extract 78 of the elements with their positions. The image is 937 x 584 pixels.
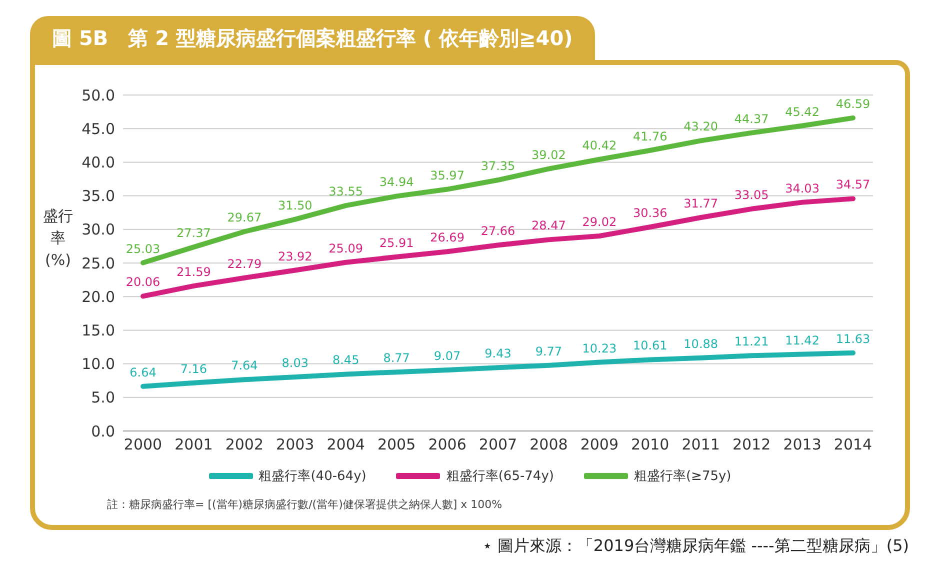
- data-label: 31.77: [684, 196, 718, 211]
- data-label: 27.66: [480, 224, 516, 238]
- y-tick-label: 5.0: [91, 388, 115, 407]
- data-label: 37.35: [480, 159, 516, 174]
- data-label: 23.92: [278, 249, 312, 264]
- data-label: 20.06: [126, 275, 160, 290]
- data-label: 27.37: [176, 226, 211, 240]
- x-tick-label: 2004: [326, 436, 365, 454]
- data-label: 10.61: [632, 338, 668, 353]
- data-label: 29.02: [582, 214, 617, 229]
- data-label: 8.03: [282, 356, 308, 370]
- x-tick-label: 2001: [174, 436, 213, 454]
- y-tick-label: 30.0: [82, 220, 115, 239]
- data-label: 40.42: [582, 138, 617, 152]
- data-label: 25.03: [126, 242, 160, 256]
- data-label: 39.02: [532, 148, 566, 162]
- y-tick-label: 15.0: [82, 322, 115, 340]
- data-label: 46.59: [836, 96, 870, 111]
- text: ⋆ 圖片來源：「2019台灣糖尿病年鑑 ----第二型糖尿病」(5): [482, 536, 909, 557]
- x-tick-label: 2013: [783, 436, 822, 454]
- data-label: 6.64: [130, 365, 156, 380]
- data-label: 25.91: [379, 236, 414, 250]
- data-label: 9.07: [434, 349, 461, 364]
- y-tick-label: 25.0: [82, 254, 115, 272]
- y-tick-label: 45.0: [82, 120, 115, 138]
- data-label: 26.69: [430, 230, 464, 245]
- data-label: 8.45: [332, 353, 360, 368]
- data-label: 34.94: [379, 175, 414, 190]
- data-label: 34.57: [836, 178, 870, 192]
- data-label: 10.88: [684, 336, 718, 351]
- y-tick-label: 20.0: [82, 288, 115, 306]
- x-tick-label: 2006: [428, 436, 466, 454]
- x-tick-label: 2002: [225, 436, 264, 454]
- text: 註：糖尿病盛行率= [(當年)糖尿病盛行數/(當年)健保署提供之納保人數] x 100%: [107, 497, 502, 512]
- data-label: 22.79: [227, 256, 262, 271]
- data-label: 44.37: [734, 112, 769, 126]
- data-label: 45.42: [785, 104, 820, 119]
- legend-label: 粗盛行率(≥75y): [634, 468, 732, 485]
- data-label: 35.97: [430, 168, 464, 182]
- data-label: 7.16: [180, 362, 208, 376]
- data-label: 41.76: [632, 129, 668, 144]
- x-tick-label: 2007: [478, 436, 518, 454]
- legend-label: 粗盛行率(65-74y): [446, 468, 554, 485]
- x-tick-label: 2011: [682, 436, 720, 454]
- y-axis-title: 盛行率(%): [43, 206, 73, 271]
- data-label: 29.67: [227, 210, 262, 225]
- y-tick-label: 0.0: [91, 422, 115, 440]
- x-tick-label: 2008: [530, 436, 568, 454]
- data-label: 11.21: [734, 334, 769, 349]
- x-tick-label: 2009: [580, 436, 619, 454]
- x-tick-label: 2000: [124, 436, 162, 454]
- data-label: 11.63: [836, 332, 870, 346]
- data-label: 33.05: [734, 188, 769, 202]
- y-tick-label: 10.0: [82, 355, 115, 374]
- data-label: 10.23: [582, 341, 617, 356]
- data-label: 28.47: [532, 218, 566, 233]
- x-tick-label: 2003: [276, 436, 314, 454]
- data-label: 30.36: [632, 206, 668, 220]
- data-label: 43.20: [684, 120, 718, 134]
- x-tick-label: 2010: [631, 436, 670, 454]
- y-tick-label: 35.0: [82, 187, 115, 206]
- data-label: 25.09: [328, 241, 364, 256]
- data-label: 21.59: [176, 264, 211, 279]
- x-tick-label: 2005: [377, 436, 416, 454]
- chart-title: 圖 5B 第 2 型糖尿病盛行個案粗盛行率 ( 依年齡別≧40): [30, 16, 595, 60]
- x-tick-label: 2012: [732, 436, 771, 454]
- data-label: 7.64: [231, 358, 258, 373]
- data-label: 8.77: [383, 351, 410, 366]
- data-label: 34.03: [785, 181, 820, 196]
- data-label: 11.42: [785, 333, 820, 348]
- data-label: 33.55: [328, 184, 364, 199]
- y-tick-label: 50.0: [82, 86, 115, 104]
- x-tick-label: 2014: [834, 436, 872, 454]
- data-label: 9.77: [535, 344, 562, 358]
- y-tick-label: 40.0: [82, 154, 115, 172]
- data-label: 31.50: [278, 198, 312, 212]
- data-label: 9.43: [484, 346, 512, 361]
- legend-label: 粗盛行率(40-64y): [258, 468, 366, 485]
